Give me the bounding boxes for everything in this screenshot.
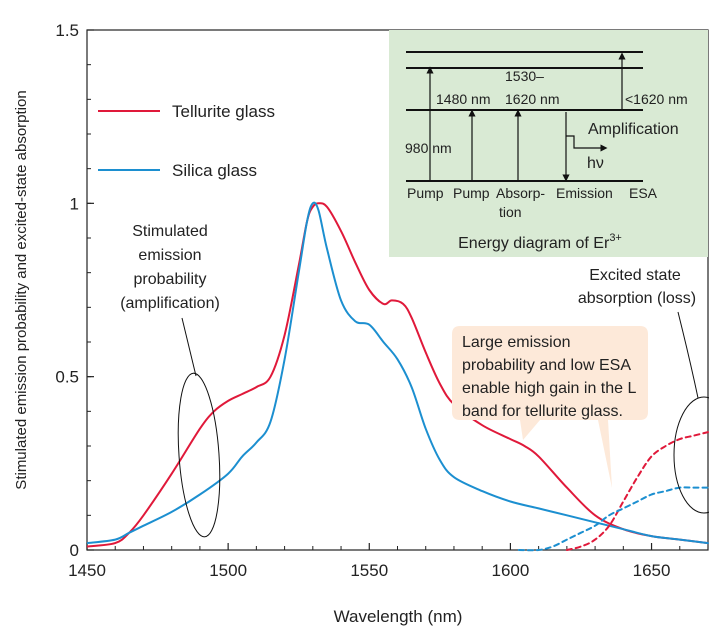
annotation-excited-ellipse [673,396,709,514]
x-tick-label: 1650 [633,561,671,580]
legend: Tellurite glass Silica glass [98,102,275,180]
annotation-stimulated-line-1: Stimulated [132,223,208,240]
y-axis-label: Stimulated emission probability and exci… [13,90,30,489]
callout-line-2: probability and low ESA [462,357,631,374]
x-axis-label: Wavelength (nm) [334,607,463,626]
label-amplification: Amplification [588,121,679,138]
series-layer [87,201,709,552]
callout-line-3: enable high gain in the L [462,380,636,397]
energy-diagram-caption-text: Energy diagram of Er [458,235,610,252]
annotation-excited-line-1: Excited state [589,267,681,284]
label-980nm: 980 nm [405,140,452,156]
label-lt1620: <1620 nm [625,91,688,107]
annotation-excited: Excited state absorption (loss) [578,267,709,514]
x-tick-label: 1600 [491,561,529,580]
legend-label-tellurite: Tellurite glass [172,102,275,121]
x-tick-label: 1550 [350,561,388,580]
y-tick-label: 1 [70,194,79,213]
annotation-excited-leader [677,311,699,399]
callout-bubble [452,326,648,488]
annotation-stimulated-line-3: probability [134,271,207,288]
x-tick-label: 1500 [209,561,247,580]
label-range-1: 1530– [505,68,544,84]
label-pump-1: Pump [407,185,444,201]
label-emission: Emission [556,185,613,201]
label-esa: ESA [629,185,658,201]
annotation-stimulated-line-4: (amplification) [120,295,220,312]
series-line-silica-glass-esa [517,486,709,552]
energy-diagram-inset: 980 nm 1480 nm 1530– 1620 nm <1620 nm Am… [389,30,708,257]
y-tick-label: 0 [70,541,79,560]
legend-label-silica: Silica glass [172,161,257,180]
label-absorption-2: tion [499,204,522,220]
label-range-2: 1620 nm [505,91,559,107]
annotation-stimulated-line-2: emission [138,247,201,264]
callout-line-1: Large emission [462,334,571,351]
label-1480nm: 1480 nm [436,91,490,107]
callout-line-4: band for tellurite glass. [462,403,623,420]
photon-squiggle [566,135,608,152]
label-absorption-1: Absorp- [496,185,545,201]
y-tick-label: 0.5 [55,368,79,387]
energy-diagram-caption-sup: 3+ [609,232,622,244]
x-axis: 1450 1500 1550 1600 1650 [68,543,681,580]
label-hv: hν [587,155,604,172]
callout: Large emission probability and low ESA e… [452,326,648,488]
annotation-stimulated-ellipse [177,372,221,538]
y-tick-label: 1.5 [55,21,79,40]
y-axis: 0 0.5 1 1.5 [55,21,94,560]
series-line-tellurite-glass [87,202,709,548]
label-pump-2: Pump [453,185,490,201]
energy-diagram-caption: Energy diagram of Er3+ [458,232,622,252]
annotation-stimulated-leader [181,317,197,377]
x-tick-label: 1450 [68,561,106,580]
annotation-stimulated: Stimulated emission probability (amplifi… [120,223,221,538]
annotation-excited-line-2: absorption (loss) [578,290,696,307]
series-line-silica-glass [87,201,709,545]
